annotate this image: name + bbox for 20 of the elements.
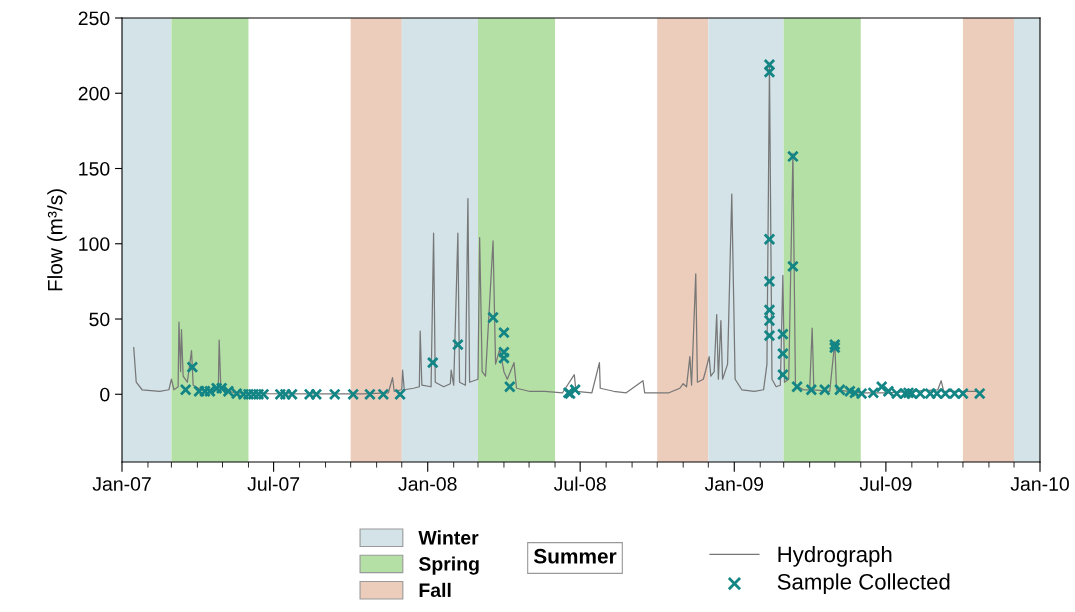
legend-label: Spring bbox=[418, 556, 479, 575]
y-axis-title: Flow (m³/s) bbox=[47, 189, 67, 291]
y-tick-label: 250 bbox=[78, 11, 110, 26]
x-tick-label: Jan-10 bbox=[1010, 477, 1069, 491]
y-tick-label: 150 bbox=[79, 161, 110, 176]
text: Summer bbox=[533, 548, 617, 564]
y-tick-label: 50 bbox=[89, 312, 110, 327]
legend-label: Sample Collected bbox=[777, 573, 950, 595]
y-tick-label: 100 bbox=[79, 237, 110, 251]
x-tick-label: Jul-09 bbox=[859, 476, 912, 491]
legend-label: Fall bbox=[419, 582, 451, 598]
x-tick-label: Jan-09 bbox=[704, 477, 764, 491]
legend-label: Hydrograph bbox=[778, 545, 892, 567]
legend-label: Winter bbox=[418, 530, 479, 545]
x-tick-label: Jul-07 bbox=[247, 476, 300, 491]
y-tick-label: 0 bbox=[100, 387, 110, 402]
x-tick-label: Jan-08 bbox=[398, 477, 457, 491]
y-tick-label: 200 bbox=[78, 86, 110, 101]
x-tick-label: Jul-08 bbox=[553, 476, 606, 491]
x-tick-label: Jan-07 bbox=[92, 477, 151, 491]
